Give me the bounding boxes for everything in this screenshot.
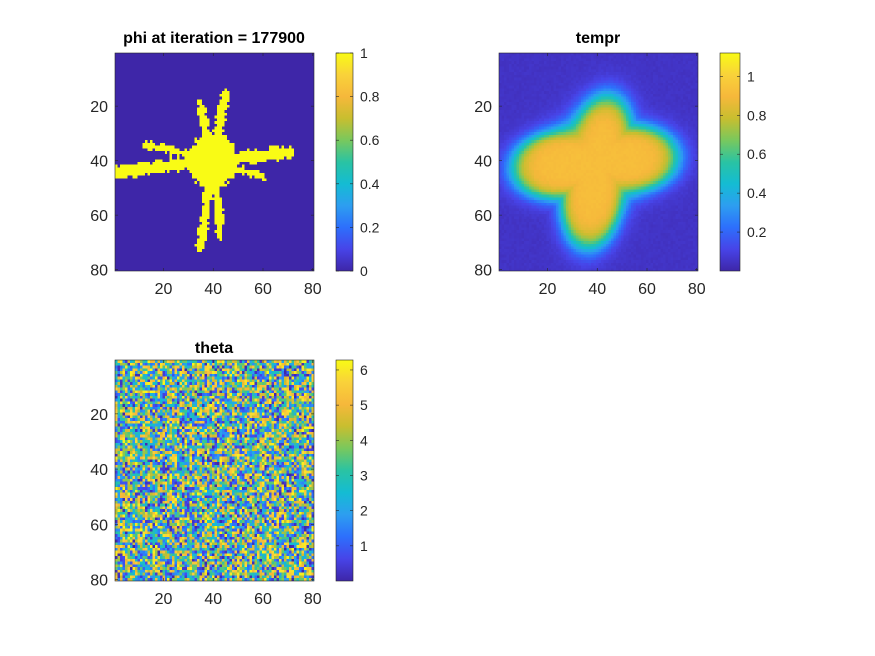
- axes-box: [114, 359, 315, 582]
- colorbar-tick-label: 6: [360, 362, 368, 378]
- colorbar-tick-label: 0.8: [360, 89, 380, 105]
- axes-box: [498, 52, 699, 272]
- x-tick-label: 20: [155, 591, 173, 608]
- colorbar-tick-label: 0.8: [747, 107, 767, 123]
- y-tick-label: 20: [90, 407, 108, 424]
- subplot-tempr-axis-ticks: 20 40 60 80 20 40 60 80: [474, 53, 706, 298]
- colorbar-tick-label: 1: [360, 538, 368, 554]
- y-tick-label: 60: [90, 208, 108, 225]
- y-tick-label: 20: [90, 99, 108, 116]
- y-tick-label: 60: [474, 208, 492, 225]
- colorbar-tick-label: 1: [747, 68, 755, 84]
- subplot-tempr: tempr 20 40 60 80 20 40 60 80 0.2 0.4 0.6 0.8 1: [474, 30, 766, 298]
- colorbar-tick-label: 3: [360, 467, 368, 483]
- colorbar-tick-label: 0.6: [747, 146, 767, 162]
- subplot-phi-colorbar: 0 0.2 0.4 0.6 0.8 1: [335, 45, 380, 279]
- colorbar-tick-label: 1: [360, 45, 368, 61]
- subplot-theta-heatmap: [114, 359, 315, 582]
- subplot-phi-heatmap: [114, 52, 315, 272]
- subplot-phi-axis-ticks: 20 40 60 80 20 40 60 80: [90, 53, 322, 298]
- colorbar-tick-label: 2: [360, 503, 368, 519]
- y-tick-label: 40: [474, 154, 492, 171]
- y-tick-label: 80: [90, 263, 108, 280]
- x-tick-label: 20: [539, 281, 557, 298]
- x-tick-label: 40: [588, 281, 606, 298]
- colorbar-tick-label: 0.6: [360, 132, 380, 148]
- colorbar-tick-label: 0.4: [747, 185, 767, 201]
- y-tick-label: 60: [90, 517, 108, 534]
- x-tick-label: 20: [155, 281, 173, 298]
- colorbar-gradient: [335, 52, 354, 272]
- colorbar-tick-label: 5: [360, 397, 368, 413]
- subplot-tempr-title: tempr: [576, 30, 620, 47]
- x-tick-label: 40: [204, 591, 222, 608]
- subplot-tempr-colorbar: 0.2 0.4 0.6 0.8 1: [719, 52, 767, 272]
- heatmap-image: [499, 53, 698, 271]
- colorbar-tick-label: 4: [360, 432, 368, 448]
- x-tick-label: 80: [304, 591, 322, 608]
- subplot-tempr-heatmap: [498, 52, 699, 272]
- y-tick-label: 40: [90, 462, 108, 479]
- colorbar-gradient: [719, 52, 741, 272]
- x-tick-label: 40: [204, 281, 222, 298]
- x-tick-label: 80: [688, 281, 706, 298]
- y-tick-label: 20: [474, 99, 492, 116]
- y-tick-label: 80: [90, 573, 108, 590]
- subplot-phi: phi at iteration = 177900 20 40 60 80 20 40 60…: [90, 30, 379, 298]
- x-tick-label: 60: [638, 281, 656, 298]
- x-tick-label: 80: [304, 281, 322, 298]
- subplot-phi-title: phi at iteration = 177900: [123, 30, 305, 47]
- colorbar-tick-label: 0.4: [360, 176, 380, 192]
- x-tick-label: 60: [254, 281, 272, 298]
- colorbar-tick-label: 0.2: [747, 224, 767, 240]
- heatmap-image: [115, 360, 314, 581]
- colorbar-tick-label: 0.2: [360, 219, 380, 235]
- x-tick-label: 60: [254, 591, 272, 608]
- subplot-theta: theta 20 40 60 80 20 40 60 80 1 2 3 4 5 6: [90, 340, 368, 608]
- subplot-theta-axis-ticks: 20 40 60 80 20 40 60 80: [90, 360, 322, 608]
- heatmap-image: [115, 53, 314, 271]
- colorbar-gradient: [335, 359, 354, 582]
- colorbar-tick-label: 0: [360, 263, 368, 279]
- axes-box: [114, 52, 315, 272]
- subplot-theta-title: theta: [195, 340, 233, 357]
- y-tick-label: 40: [90, 154, 108, 171]
- y-tick-label: 80: [474, 263, 492, 280]
- subplot-theta-colorbar: 1 2 3 4 5 6: [335, 359, 368, 582]
